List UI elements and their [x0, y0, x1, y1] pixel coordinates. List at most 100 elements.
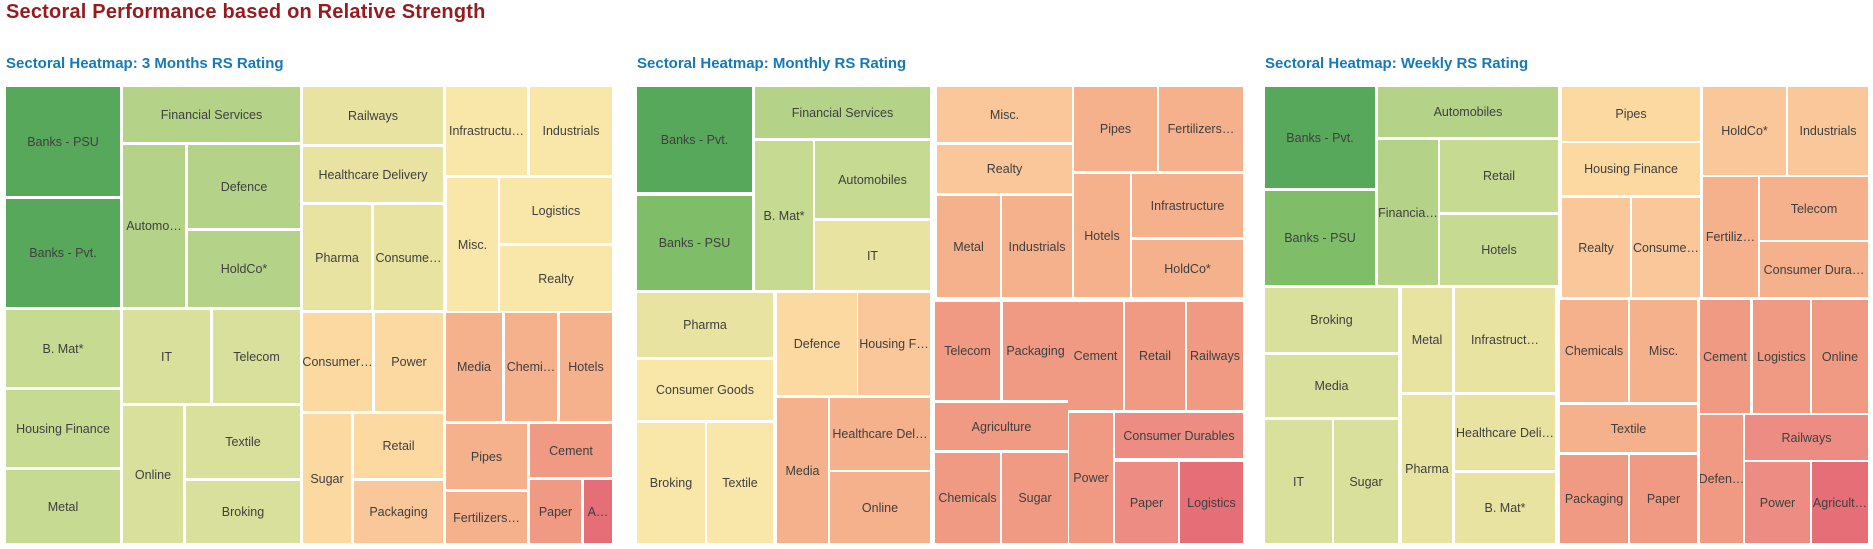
- treemap-tile-fertilizers[interactable]: Fertilizers…: [1159, 87, 1243, 171]
- treemap-tile-misc[interactable]: Misc.: [1630, 300, 1697, 402]
- treemap-tile-consume[interactable]: Consume…: [1632, 198, 1700, 297]
- treemap-tile-retail[interactable]: Retail: [1440, 140, 1558, 212]
- treemap-tile-telecom[interactable]: Telecom: [935, 302, 1000, 400]
- treemap-tile-holdco[interactable]: HoldCo*: [188, 231, 300, 307]
- treemap-tile-pharma[interactable]: Pharma: [1402, 395, 1452, 543]
- treemap-tile-railways[interactable]: Railways: [1187, 302, 1243, 410]
- treemap-tile-railways[interactable]: Railways: [1745, 415, 1868, 460]
- treemap-tile-power[interactable]: Power: [375, 313, 443, 411]
- treemap-tile-infrastruct[interactable]: Infrastruct…: [1455, 288, 1555, 392]
- treemap-tile-financial-services[interactable]: Financial Services: [123, 87, 300, 142]
- treemap-tile-automobiles[interactable]: Automobiles: [1378, 87, 1558, 137]
- treemap-tile-industrials[interactable]: Industrials: [530, 87, 612, 175]
- treemap-tile-financia[interactable]: Financia…: [1378, 140, 1438, 285]
- treemap-tile-housing-finance[interactable]: Housing Finance: [1562, 143, 1700, 195]
- treemap-tile-packaging[interactable]: Packaging: [354, 481, 443, 543]
- treemap-tile-telecom[interactable]: Telecom: [213, 310, 300, 403]
- treemap-tile-media[interactable]: Media: [446, 313, 502, 421]
- treemap-tile-housing-finance[interactable]: Housing Finance: [6, 390, 120, 467]
- treemap-tile-healthcare-delivery[interactable]: Healthcare Delivery: [303, 147, 443, 202]
- treemap-tile-broking[interactable]: Broking: [186, 481, 300, 543]
- treemap-tile-sugar[interactable]: Sugar: [1334, 420, 1398, 543]
- treemap-tile-sugar[interactable]: Sugar: [303, 414, 351, 543]
- treemap-tile-media[interactable]: Media: [777, 398, 828, 543]
- treemap-tile-healthcare-deli[interactable]: Healthcare Deli…: [1455, 395, 1555, 470]
- treemap-tile-infrastructure[interactable]: Infrastructure: [1132, 174, 1243, 237]
- treemap-tile-chemi[interactable]: Chemi…: [505, 313, 557, 421]
- treemap-tile-misc[interactable]: Misc.: [447, 178, 498, 311]
- treemap-tile-b-mat[interactable]: B. Mat*: [1455, 473, 1555, 543]
- treemap-tile-infrastructu[interactable]: Infrastructu…: [446, 87, 527, 175]
- treemap-tile-logistics[interactable]: Logistics: [1753, 300, 1810, 413]
- treemap-tile-realty[interactable]: Realty: [937, 145, 1072, 193]
- treemap-tile-industrials[interactable]: Industrials: [1788, 87, 1868, 175]
- treemap-tile-textile[interactable]: Textile: [707, 423, 773, 543]
- treemap-tile-retail[interactable]: Retail: [1125, 302, 1185, 410]
- treemap-tile-railways[interactable]: Railways: [303, 87, 443, 144]
- treemap-tile-packaging[interactable]: Packaging: [1560, 455, 1628, 543]
- treemap-tile-b-mat[interactable]: B. Mat*: [6, 310, 120, 387]
- treemap-tile-industrials[interactable]: Industrials: [1002, 196, 1072, 297]
- treemap-tile-agriculture[interactable]: Agriculture: [935, 403, 1068, 450]
- treemap-tile-metal[interactable]: Metal: [6, 470, 120, 543]
- treemap-tile-banks-psu[interactable]: Banks - PSU: [637, 196, 752, 290]
- treemap-tile-online[interactable]: Online: [830, 472, 930, 543]
- treemap-tile-consumer-goods[interactable]: Consumer Goods: [637, 360, 773, 420]
- treemap-tile-financial-services[interactable]: Financial Services: [755, 87, 930, 138]
- treemap-tile-consumer[interactable]: Consumer…: [303, 313, 372, 411]
- treemap-tile-pipes[interactable]: Pipes: [1074, 87, 1157, 171]
- treemap-tile-consume[interactable]: Consume…: [374, 205, 443, 310]
- treemap-tile-automo[interactable]: Automo…: [123, 145, 185, 307]
- treemap-tile-chemicals[interactable]: Chemicals: [935, 453, 1000, 543]
- treemap-tile-agricult[interactable]: Agricult…: [1812, 462, 1868, 543]
- treemap-tile-defence[interactable]: Defence: [188, 145, 300, 228]
- treemap-tile-cement[interactable]: Cement: [1068, 302, 1123, 410]
- treemap-tile-consumer-durables[interactable]: Consumer Durables: [1115, 413, 1243, 458]
- treemap-tile-sugar[interactable]: Sugar: [1002, 453, 1068, 543]
- treemap-tile-chemicals[interactable]: Chemicals: [1560, 300, 1628, 402]
- treemap-tile-pipes[interactable]: Pipes: [446, 424, 527, 489]
- treemap-tile-textile[interactable]: Textile: [1560, 405, 1697, 452]
- treemap-tile-telecom[interactable]: Telecom: [1760, 177, 1868, 240]
- treemap-tile-packaging[interactable]: Packaging: [1003, 302, 1068, 400]
- treemap-tile-metal[interactable]: Metal: [937, 196, 1000, 297]
- treemap-tile-pipes[interactable]: Pipes: [1562, 87, 1700, 141]
- treemap-tile-hotels[interactable]: Hotels: [1074, 174, 1130, 297]
- treemap-tile-hotels[interactable]: Hotels: [560, 313, 612, 421]
- treemap-tile-defen[interactable]: Defen…: [1700, 415, 1743, 543]
- treemap-tile-hotels[interactable]: Hotels: [1440, 215, 1558, 285]
- treemap-tile-cement[interactable]: Cement: [530, 424, 612, 477]
- treemap-tile-a[interactable]: A…: [584, 480, 612, 543]
- treemap-tile-paper[interactable]: Paper: [530, 480, 581, 543]
- treemap-tile-holdco[interactable]: HoldCo*: [1132, 240, 1243, 297]
- treemap-tile-cement[interactable]: Cement: [1700, 300, 1750, 413]
- treemap-tile-it[interactable]: IT: [815, 221, 930, 290]
- treemap-tile-consumer-dura[interactable]: Consumer Dura…: [1760, 242, 1868, 297]
- treemap-tile-holdco[interactable]: HoldCo*: [1703, 87, 1786, 175]
- treemap-tile-logistics[interactable]: Logistics: [1180, 462, 1243, 543]
- treemap-tile-realty[interactable]: Realty: [500, 246, 612, 311]
- treemap-tile-banks-pvt[interactable]: Banks - Pvt.: [637, 87, 752, 192]
- treemap-tile-realty[interactable]: Realty: [1562, 198, 1630, 297]
- treemap-tile-online[interactable]: Online: [1812, 300, 1868, 413]
- treemap-tile-media[interactable]: Media: [1265, 355, 1398, 417]
- treemap-tile-fertilizers[interactable]: Fertilizers…: [446, 492, 527, 543]
- treemap-tile-banks-pvt[interactable]: Banks - Pvt.: [6, 199, 120, 307]
- treemap-tile-textile[interactable]: Textile: [186, 406, 300, 478]
- treemap-tile-it[interactable]: IT: [1265, 420, 1332, 543]
- treemap-tile-banks-psu[interactable]: Banks - PSU: [6, 87, 120, 196]
- treemap-tile-automobiles[interactable]: Automobiles: [815, 141, 930, 218]
- treemap-tile-defence[interactable]: Defence: [777, 293, 857, 395]
- treemap-tile-retail[interactable]: Retail: [354, 414, 443, 478]
- treemap-tile-fertiliz[interactable]: Fertiliz…: [1703, 177, 1758, 297]
- treemap-tile-paper[interactable]: Paper: [1630, 455, 1697, 543]
- treemap-tile-banks-psu[interactable]: Banks - PSU: [1265, 191, 1375, 285]
- treemap-tile-pharma[interactable]: Pharma: [303, 205, 371, 310]
- treemap-tile-it[interactable]: IT: [123, 310, 210, 403]
- treemap-tile-banks-pvt[interactable]: Banks - Pvt.: [1265, 87, 1375, 188]
- treemap-tile-metal[interactable]: Metal: [1402, 288, 1452, 392]
- treemap-tile-logistics[interactable]: Logistics: [500, 178, 612, 243]
- treemap-tile-broking[interactable]: Broking: [1265, 288, 1398, 352]
- treemap-tile-housing-f[interactable]: Housing F…: [858, 293, 930, 395]
- treemap-tile-misc[interactable]: Misc.: [937, 87, 1072, 142]
